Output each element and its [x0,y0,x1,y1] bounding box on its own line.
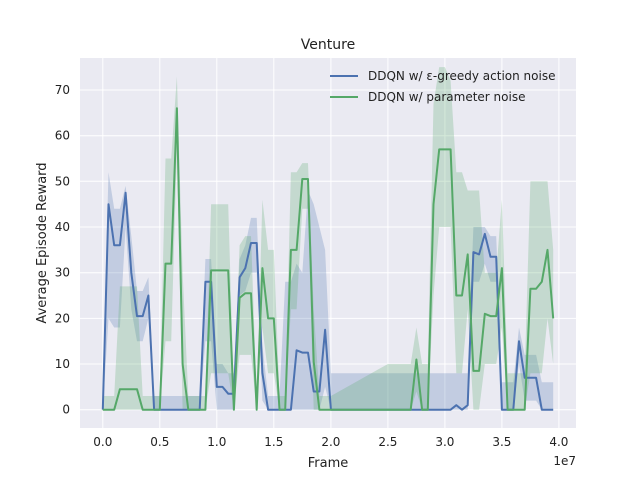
y-tick-label: 50 [55,174,70,188]
series-line-1 [102,107,555,411]
legend-label-param-noise: DDQN w/ parameter noise [368,90,525,104]
y-tick-label: 30 [55,266,70,280]
x-tick-label: 3.0 [435,435,454,449]
x-tick-label: 0.5 [150,435,169,449]
y-tick-label: 60 [55,129,70,143]
y-tick-label: 10 [55,357,70,371]
y-tick-label: 20 [55,311,70,325]
legend: DDQN w/ ε-greedy action noise DDQN w/ pa… [330,69,555,104]
chart-title: Venture [301,37,355,53]
x-tick-label: 1.5 [264,435,283,449]
x-tick-label: 2.0 [321,435,340,449]
y-tick-label: 40 [55,220,70,234]
x-tick-label: 0.0 [93,435,112,449]
legend-label-egreedy: DDQN w/ ε-greedy action noise [368,69,555,83]
y-tick-label: 0 [62,403,70,417]
series-lines [101,107,555,411]
x-tick-label: 4.0 [549,435,568,449]
y-tick-label: 70 [55,83,70,97]
y-axis-label: Average Episode Reward [35,162,50,323]
x-tick-label: 2.5 [378,435,397,449]
x-tick-label: 3.5 [492,435,511,449]
x-tick-label: 1.0 [207,435,226,449]
confidence-band-series-1 [102,67,554,410]
x-axis-offset-label: 1e7 [553,454,576,468]
y-tick-labels: 0 10 20 30 40 50 60 70 [55,83,70,417]
x-axis-label: Frame [308,456,349,471]
x-tick-labels: 0.0 0.5 1.0 1.5 2.0 2.5 3.0 3.5 4.0 [93,435,568,449]
